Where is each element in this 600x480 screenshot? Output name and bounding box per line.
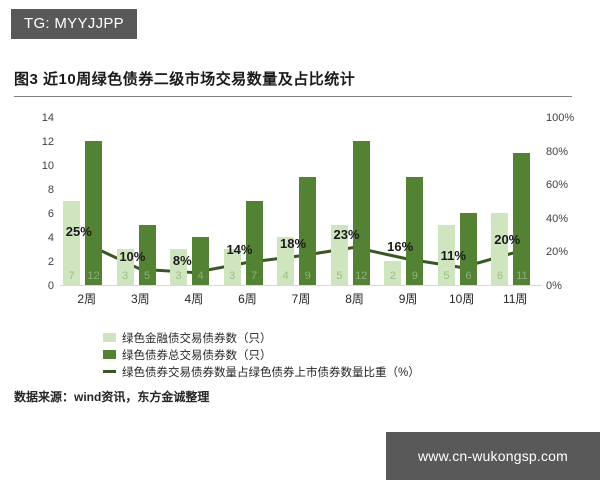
bar-value-label: 3: [229, 270, 236, 282]
bar-value-label: 3: [121, 270, 129, 282]
bar-value-label: 3: [175, 270, 182, 282]
line-point-label: 23%: [333, 227, 360, 243]
bar-value-label: 9: [304, 270, 311, 282]
source-note: 数据来源：wind资讯，东方金诚整理: [14, 390, 210, 404]
bar-green-financial-bond-count: [330, 225, 348, 285]
site-watermark: www.cn-wukongsp.com: [386, 432, 600, 480]
line-point-label: 16%: [387, 239, 414, 255]
legend-color-swatch-icon: [103, 333, 116, 342]
bar-group: 6 11: [488, 118, 542, 285]
bar-value-label: 6: [465, 270, 472, 282]
chart-legend: 绿色金融债交易债券数（只） 绿色债券总交易债券数（只） 绿色债券交易债券数量占绿色债…: [103, 329, 533, 380]
legend-item-label: 绿色债券交易债券数量占绿色债券上市债券数量比重（%）: [122, 366, 420, 379]
line-point-label: 8%: [172, 252, 192, 268]
x-axis-tick-label: 6周: [238, 292, 257, 306]
x-axis-tick-label: 2周: [77, 292, 97, 306]
bar-value-label: 9: [411, 270, 418, 282]
bar-green-financial-bond-count: [223, 249, 241, 285]
x-axis-tick-label: 8周: [345, 292, 364, 306]
bar-green-financial-bond-count: [116, 249, 134, 285]
legend-item[interactable]: 绿色债券交易债券数量占绿色债券上市债券数量比重（%）: [103, 363, 533, 380]
bar-value-label: 2: [389, 270, 396, 282]
bar-green-financial-bond-count: [384, 261, 402, 285]
line-point-label: 20%: [494, 232, 521, 248]
line-point-label: 18%: [280, 235, 307, 251]
legend-line-swatch-icon: [103, 370, 116, 373]
x-axis-line: [60, 285, 542, 286]
bar-value-label: 6: [496, 270, 503, 282]
bar-value-label: 4: [282, 270, 289, 282]
bar-value-label: 5: [336, 270, 343, 282]
bar-green-bond-total-count: [406, 177, 424, 285]
bar-group: 7 12: [60, 118, 114, 285]
bar-value-label: 5: [143, 270, 151, 282]
line-point-label: 11%: [440, 247, 466, 263]
bar-green-bond-total-count: [85, 141, 102, 285]
x-axis-tick-label: 3周: [130, 292, 150, 306]
x-axis-tick-label: 4周: [184, 292, 204, 306]
bar-value-label: 12: [87, 270, 100, 282]
bar-green-bond-total-count: [192, 237, 210, 285]
bar-value-label: 7: [68, 270, 75, 282]
bar-green-financial-bond-count: [437, 225, 455, 285]
legend-item[interactable]: 绿色债券总交易债券数（只）: [103, 346, 533, 363]
bar-green-financial-bond-count: [277, 237, 295, 285]
legend-color-swatch-icon: [103, 350, 116, 359]
tg-watermark-tag: TG: MYYJJPP: [11, 9, 137, 39]
bar-value-label: 12: [355, 270, 368, 282]
bar-green-bond-total-count: [513, 153, 531, 285]
bar-green-financial-bond-count: [491, 213, 509, 285]
x-axis-tick-label: 11周: [502, 292, 528, 306]
bar-green-bond-total-count: [459, 213, 477, 285]
bar-value-label: 7: [251, 270, 258, 282]
plot-area: 7 12 3 5 3 4 3 7 4 9 5 12 2 9 5 6 6 11 25% 10% 8% 14% 18% 23% 16…: [60, 118, 542, 286]
bar-green-financial-bond-count: [63, 201, 80, 285]
bar-group: 5 12: [328, 118, 382, 285]
bar-green-bond-total-count: [299, 177, 317, 285]
x-axis-tick-label: 9周: [398, 292, 418, 306]
y-axis-right: 0% 20% 40% 60% 80% 100%: [546, 112, 575, 292]
x-axis-tick-label: 7周: [291, 292, 311, 306]
line-point-label: 25%: [65, 224, 92, 239]
bar-green-bond-total-count: [352, 141, 370, 285]
legend-item[interactable]: 绿色金融债交易债券数（只）: [103, 329, 533, 346]
line-point-label: 14%: [226, 242, 253, 258]
bar-value-label: 5: [443, 270, 450, 282]
legend-item-label: 绿色债券总交易债券数（只）: [122, 349, 272, 362]
bar-value-label: 4: [197, 270, 204, 282]
title-divider: [14, 96, 572, 97]
bar-green-bond-total-count: [245, 201, 263, 285]
bar-green-bond-total-count: [138, 225, 156, 285]
bar-value-label: 11: [516, 270, 528, 282]
line-point-label: 10%: [119, 249, 146, 265]
chart-figure: 0 2 4 6 8 10 12 14 0% 20% 40% 60% 80% 100% 7 12 3 5 3 4 3 7…: [0, 112, 600, 318]
y-axis-left: 0 2 4 6 8 10 12 14: [41, 112, 54, 292]
page-title: 图3 近10周绿色债券二级市场交易数量及占比统计: [14, 71, 356, 88]
bar-green-financial-bond-count: [170, 249, 188, 285]
x-axis-tick-label: 10周: [448, 292, 475, 306]
x-axis-labels: 2周 3周 4周 6周 7周 8周 9周 10周 11周: [60, 290, 542, 312]
legend-item-label: 绿色金融债交易债券数（只）: [122, 332, 272, 345]
